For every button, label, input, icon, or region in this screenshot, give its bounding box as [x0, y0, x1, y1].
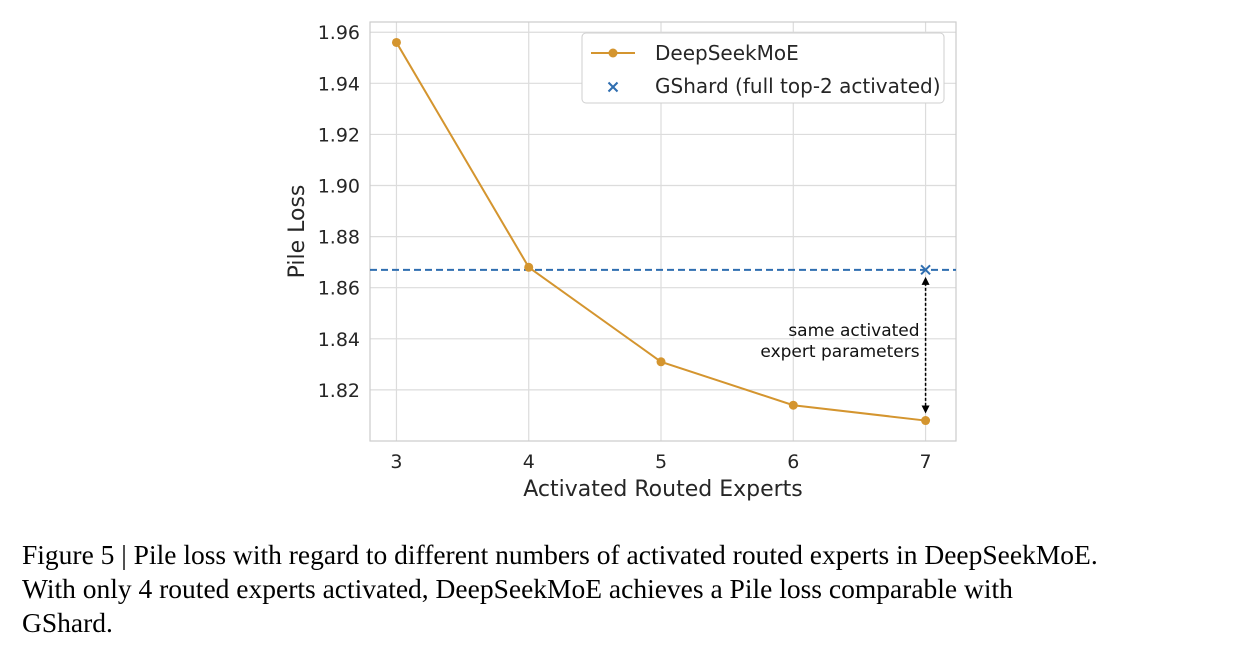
x-tick-label: 7 — [920, 451, 932, 473]
figure-caption: Figure 5 | Pile loss with regard to diff… — [22, 538, 1212, 640]
caption-line-3: GShard. — [22, 607, 113, 638]
y-tick-label: 1.84 — [318, 329, 360, 351]
y-tick-label: 1.82 — [318, 380, 360, 402]
y-axis-label: Pile Loss — [285, 185, 310, 279]
x-tick-label: 6 — [787, 451, 799, 473]
legend-deepseekmoe-label: DeepSeekMoE — [655, 41, 799, 65]
x-axis-label: Activated Routed Experts — [523, 477, 803, 502]
annotation-text-line: expert parameters — [760, 342, 919, 362]
deepseekmoe-point — [788, 400, 798, 410]
legend-deepseekmoe-marker — [608, 48, 618, 58]
caption-line-2: With only 4 routed experts activated, De… — [22, 573, 1013, 604]
y-tick-label: 1.92 — [318, 124, 360, 146]
y-tick-label: 1.86 — [318, 278, 360, 300]
caption-line-1: Figure 5 | Pile loss with regard to diff… — [22, 539, 1098, 570]
legend-gshard-label: GShard (full top-2 activated) — [655, 74, 941, 98]
grid — [370, 22, 956, 441]
annotation-text-line: same activated — [788, 321, 919, 341]
deepseekmoe-point — [524, 262, 534, 272]
deepseekmoe-point — [391, 37, 401, 47]
deepseekmoe-point — [656, 357, 666, 367]
x-tick-label: 5 — [655, 451, 667, 473]
series-layer — [391, 37, 931, 426]
x-tick-label: 4 — [523, 451, 535, 473]
y-tick-label: 1.94 — [318, 73, 360, 95]
gshard-point — [920, 264, 931, 276]
y-tick-label: 1.96 — [318, 22, 360, 44]
annotation-arrow-head-up — [921, 276, 930, 285]
annotation-arrow-head-down — [921, 405, 930, 414]
plot-frame — [369, 21, 957, 442]
legend-gshard-marker — [607, 81, 619, 93]
deepseekmoe-point — [921, 416, 931, 426]
legend: DeepSeekMoE GShard (full top-2 activated… — [581, 32, 945, 104]
x-tick-label: 3 — [390, 451, 402, 473]
y-tick-label: 1.88 — [318, 227, 360, 249]
y-tick-label: 1.90 — [318, 176, 360, 198]
tick-labels: 3 4 5 6 7 1.82 1.84 1.86 1.88 1.90 1.92 1.94 1.96 — [318, 22, 932, 473]
